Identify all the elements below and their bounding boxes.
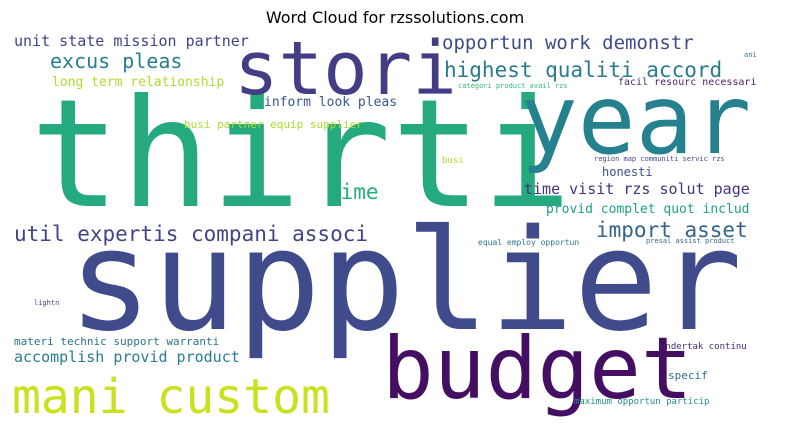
word-import-asset: import asset bbox=[596, 218, 748, 242]
word-time: time bbox=[328, 180, 379, 204]
word-time-visit: time visit rzs solut page bbox=[524, 180, 750, 198]
word-provid-complet: provid complet quot includ bbox=[546, 202, 750, 217]
word-ani: ani bbox=[744, 51, 757, 59]
word-year: year bbox=[520, 64, 752, 176]
word-budget: budget bbox=[382, 319, 693, 419]
word-cloud: thirti supplier year stori budget mani c… bbox=[10, 30, 780, 420]
word-undertak-continu: undertak continu bbox=[660, 342, 747, 352]
word-maximum-opportun: maximum opportun particip bbox=[574, 397, 710, 407]
word-categori-product: categori product avail rzs bbox=[458, 82, 568, 90]
chart-title: Word Cloud for rzssolutions.com bbox=[265, 8, 525, 27]
word-region-map: region map communiti servic rzs bbox=[594, 155, 725, 163]
word-accomplish-provid: accomplish provid product bbox=[14, 348, 240, 366]
word-mani-custom: mani custom bbox=[12, 369, 330, 420]
word-lightn: lightn bbox=[34, 299, 60, 307]
word-presal-assist: presal assist product bbox=[646, 237, 735, 245]
word-busi-partner: busi partner equip supplier bbox=[184, 118, 363, 131]
word-busi: busi bbox=[442, 156, 464, 166]
word-supplier: supplier bbox=[68, 200, 743, 363]
word-inform-look: inform look pleas bbox=[264, 95, 398, 110]
word-specif: specif bbox=[668, 369, 708, 382]
word-materi-technic: materi technic support warranti bbox=[14, 335, 220, 348]
word-stori: stori bbox=[234, 30, 457, 112]
word-honesti: honesti bbox=[602, 165, 653, 179]
word-highest-qualiti: highest qualiti accord bbox=[444, 58, 723, 82]
word-facil-resourc: facil resourc necessari bbox=[618, 77, 757, 88]
word-excus-pleas: excus pleas bbox=[50, 49, 183, 73]
word-equal-employ: equal employ opportun bbox=[478, 238, 580, 247]
word-thirti: thirti bbox=[30, 68, 572, 242]
word-unit-state: unit state mission partner bbox=[14, 32, 249, 50]
word-opportun-work: opportun work demonstr bbox=[442, 32, 694, 54]
word-long-term: long term relationship bbox=[52, 75, 225, 90]
word-util-expertis: util expertis compani associ bbox=[14, 222, 369, 246]
